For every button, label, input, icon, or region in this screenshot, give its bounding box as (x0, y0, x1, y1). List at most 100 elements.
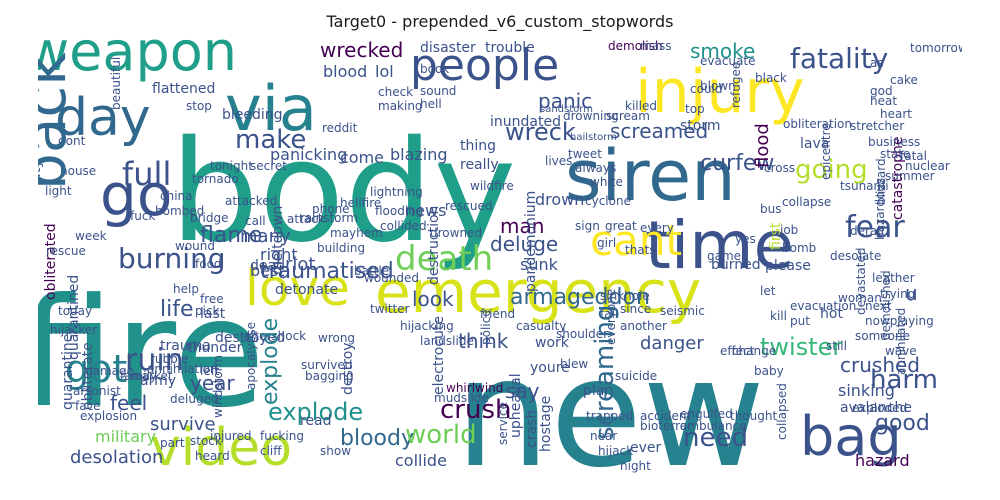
word-night: night (620, 459, 651, 473)
word-bridge: bridge (190, 211, 229, 225)
word-food: food (195, 257, 222, 271)
word-hijacking: hijacking (400, 319, 454, 333)
word-army: army (140, 373, 176, 389)
word-another: another (620, 319, 667, 333)
word-destroyed: destroyed (215, 330, 285, 346)
word-sunk: sunk (520, 255, 559, 274)
word-market: market (130, 369, 173, 383)
word-smoke: smoke (690, 39, 755, 63)
word-business: business (868, 135, 920, 149)
word-evacuation: evacuation (790, 299, 856, 313)
word-accident: accident (640, 409, 691, 423)
word-emergency: emergency (375, 258, 701, 326)
word-armageddon: armageddon (510, 285, 650, 310)
word-baby: baby (754, 364, 784, 378)
word-obliteration: obliteration (783, 117, 852, 131)
word-free: free (200, 292, 224, 306)
word-stop: stop (186, 99, 212, 113)
word-wrecked: wrecked (320, 38, 403, 62)
word-bloody: bloody (340, 426, 414, 451)
word-rubble: rubble (150, 352, 189, 366)
word-change: change (732, 344, 776, 358)
word-harm: harm (870, 365, 938, 395)
word-fear: fear (845, 210, 905, 245)
word-mass: mass (640, 39, 672, 53)
word-damage: damage (85, 364, 134, 378)
word-house: house (60, 164, 96, 178)
word-screaming: screaming (590, 305, 620, 440)
word-china: china (160, 189, 193, 203)
word-injured: injured (210, 429, 252, 443)
word-always: always (575, 161, 616, 175)
word-job: job (779, 223, 798, 237)
word-right: right (260, 245, 298, 264)
word-back: back (38, 52, 79, 190)
word-put: put (790, 314, 810, 328)
word-fucking: fucking (260, 429, 304, 443)
word-thing: thing (460, 138, 496, 154)
word-quarantine: quarantine (60, 334, 76, 410)
word-many: many (240, 226, 291, 247)
word-make: make (235, 125, 306, 155)
word-obliterate: obliterate (80, 342, 96, 410)
word-effect: effect (720, 344, 755, 358)
word-bagging: bagging (305, 369, 354, 383)
word-explode: explode (268, 398, 363, 426)
word-book: book (420, 62, 449, 76)
word-casualty: casualty (516, 319, 566, 333)
word-world: world (405, 420, 477, 450)
word-say: say (505, 379, 540, 403)
word-yes: yes (735, 232, 756, 246)
word-state: state (880, 147, 910, 161)
figure-title: Target0 - prepended_v6_custom_stopwords (326, 12, 674, 31)
word-devastated: devastated (854, 248, 868, 315)
word-tweet: tweet (568, 147, 602, 161)
word-burning: burning (118, 242, 226, 275)
word-rainstorm: rainstorm (300, 211, 358, 225)
word-flood: flood (752, 123, 773, 168)
word-fatal: fatal (900, 149, 927, 163)
word-blew: blew (560, 357, 588, 371)
word-tornado: tornado (192, 172, 239, 186)
word-siren: siren (565, 135, 736, 217)
word-man: man (500, 214, 544, 238)
word-blood: blood (323, 62, 367, 81)
word-video: video (150, 418, 292, 474)
word-lightning: lightning (370, 185, 423, 199)
word-god: god (870, 84, 893, 98)
word-hell: hell (420, 97, 442, 111)
word-best: best (250, 261, 285, 280)
word-first: first (768, 222, 784, 250)
word-cross: cross (764, 161, 795, 175)
word-tsunami: tsunami (840, 179, 889, 193)
word-landslide: landslide (420, 334, 474, 348)
word-danger: danger (640, 333, 704, 354)
word-blazing: blazing (390, 145, 448, 164)
word-dont: dont (58, 134, 86, 148)
word-traumatised: traumatised (260, 259, 394, 284)
word-destruction: destruction (426, 206, 442, 285)
word-hijacker: hijacker (50, 323, 97, 337)
word-great: great (605, 219, 637, 233)
word-derail: derail (850, 224, 884, 238)
word-sinking: sinking (838, 381, 895, 400)
word-time: time (645, 207, 794, 284)
word-service: service (496, 402, 510, 445)
word-phone: phone (312, 202, 350, 216)
word-thought: thought (730, 409, 777, 423)
word-read: read (300, 413, 332, 429)
word-police: police (479, 309, 493, 345)
word-lol: lol (375, 62, 394, 81)
word-bus: bus (760, 202, 781, 216)
word-arsonist: arsonist (73, 384, 121, 398)
word-flattened: flattened (152, 81, 215, 97)
word-wounded: wounded (364, 271, 419, 285)
word-battle: battle (354, 264, 389, 278)
word-heard: heard (195, 449, 230, 463)
word-hailstorm: hailstorm (570, 132, 617, 143)
word-bombed: bombed (155, 204, 204, 218)
word-wildfire: wildfire (470, 179, 514, 193)
word-going: going (795, 155, 868, 185)
word-next: next (865, 299, 892, 313)
